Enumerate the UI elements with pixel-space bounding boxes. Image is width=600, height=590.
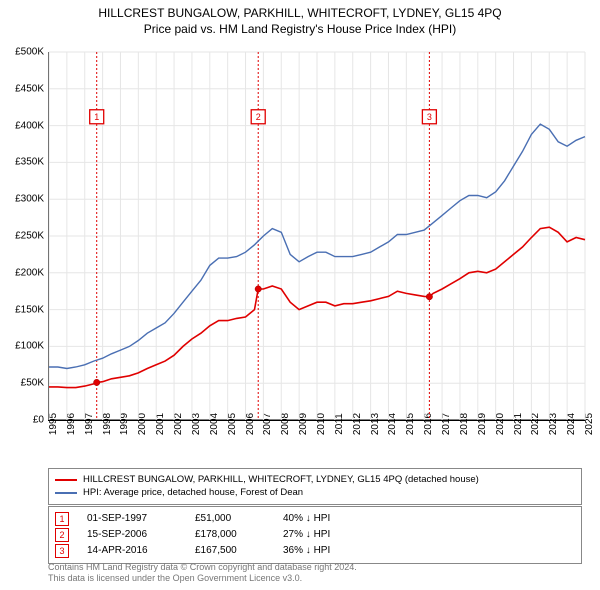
sale-date: 14-APR-2016 <box>87 543 177 559</box>
y-tick-label: £400K <box>15 120 44 131</box>
sale-delta: 36% ↓ HPI <box>283 543 330 559</box>
y-tick-label: £100K <box>15 341 44 352</box>
svg-text:3: 3 <box>427 112 432 122</box>
legend-label: HPI: Average price, detached house, Fore… <box>83 486 303 499</box>
y-tick-label: £200K <box>15 267 44 278</box>
y-tick-label: £150K <box>15 304 44 315</box>
chart-svg: 1 2 3 <box>49 52 585 420</box>
sale-row: 2 15-SEP-2006 £178,000 27% ↓ HPI <box>55 527 575 543</box>
chart-subtitle: Price paid vs. HM Land Registry's House … <box>0 22 600 36</box>
sale-date: 01-SEP-1997 <box>87 511 177 527</box>
y-tick-label: £500K <box>15 47 44 58</box>
legend: HILLCREST BUNGALOW, PARKHILL, WHITECROFT… <box>48 468 582 505</box>
sale-row: 3 14-APR-2016 £167,500 36% ↓ HPI <box>55 543 575 559</box>
sale-price: £178,000 <box>195 527 265 543</box>
sale-row: 1 01-SEP-1997 £51,000 40% ↓ HPI <box>55 511 575 527</box>
legend-row: HILLCREST BUNGALOW, PARKHILL, WHITECROFT… <box>55 473 575 486</box>
sale-delta: 40% ↓ HPI <box>283 511 330 527</box>
x-tick-label: 2025 <box>584 413 595 435</box>
sale-date: 15-SEP-2006 <box>87 527 177 543</box>
y-tick-label: £350K <box>15 157 44 168</box>
sale-marker: 3 <box>55 544 69 558</box>
sale-price: £167,500 <box>195 543 265 559</box>
sale-delta: 27% ↓ HPI <box>283 527 330 543</box>
chart-container: { "title": "HILLCREST BUNGALOW, PARKHILL… <box>0 0 600 590</box>
plot-area: 1 2 3 <box>48 52 585 421</box>
legend-swatch <box>55 479 77 481</box>
y-tick-label: £450K <box>15 83 44 94</box>
footnote-line-2: This data is licensed under the Open Gov… <box>48 573 357 584</box>
legend-row: HPI: Average price, detached house, Fore… <box>55 486 575 499</box>
svg-text:2: 2 <box>256 112 261 122</box>
sale-marker: 2 <box>55 528 69 542</box>
footnote: Contains HM Land Registry data © Crown c… <box>48 562 357 584</box>
sale-price: £51,000 <box>195 511 265 527</box>
sales-table: 1 01-SEP-1997 £51,000 40% ↓ HPI 2 15-SEP-2006… <box>48 506 582 564</box>
svg-text:1: 1 <box>94 112 99 122</box>
y-tick-label: £0 <box>33 415 44 426</box>
sale-marker: 1 <box>55 512 69 526</box>
chart-titles: HILLCREST BUNGALOW, PARKHILL, WHITECROFT… <box>0 0 600 36</box>
y-tick-label: £300K <box>15 194 44 205</box>
y-tick-label: £250K <box>15 231 44 242</box>
y-tick-label: £50K <box>21 378 44 389</box>
legend-swatch <box>55 492 77 494</box>
footnote-line-1: Contains HM Land Registry data © Crown c… <box>48 562 357 573</box>
chart-title: HILLCREST BUNGALOW, PARKHILL, WHITECROFT… <box>0 6 600 20</box>
legend-label: HILLCREST BUNGALOW, PARKHILL, WHITECROFT… <box>83 473 479 486</box>
